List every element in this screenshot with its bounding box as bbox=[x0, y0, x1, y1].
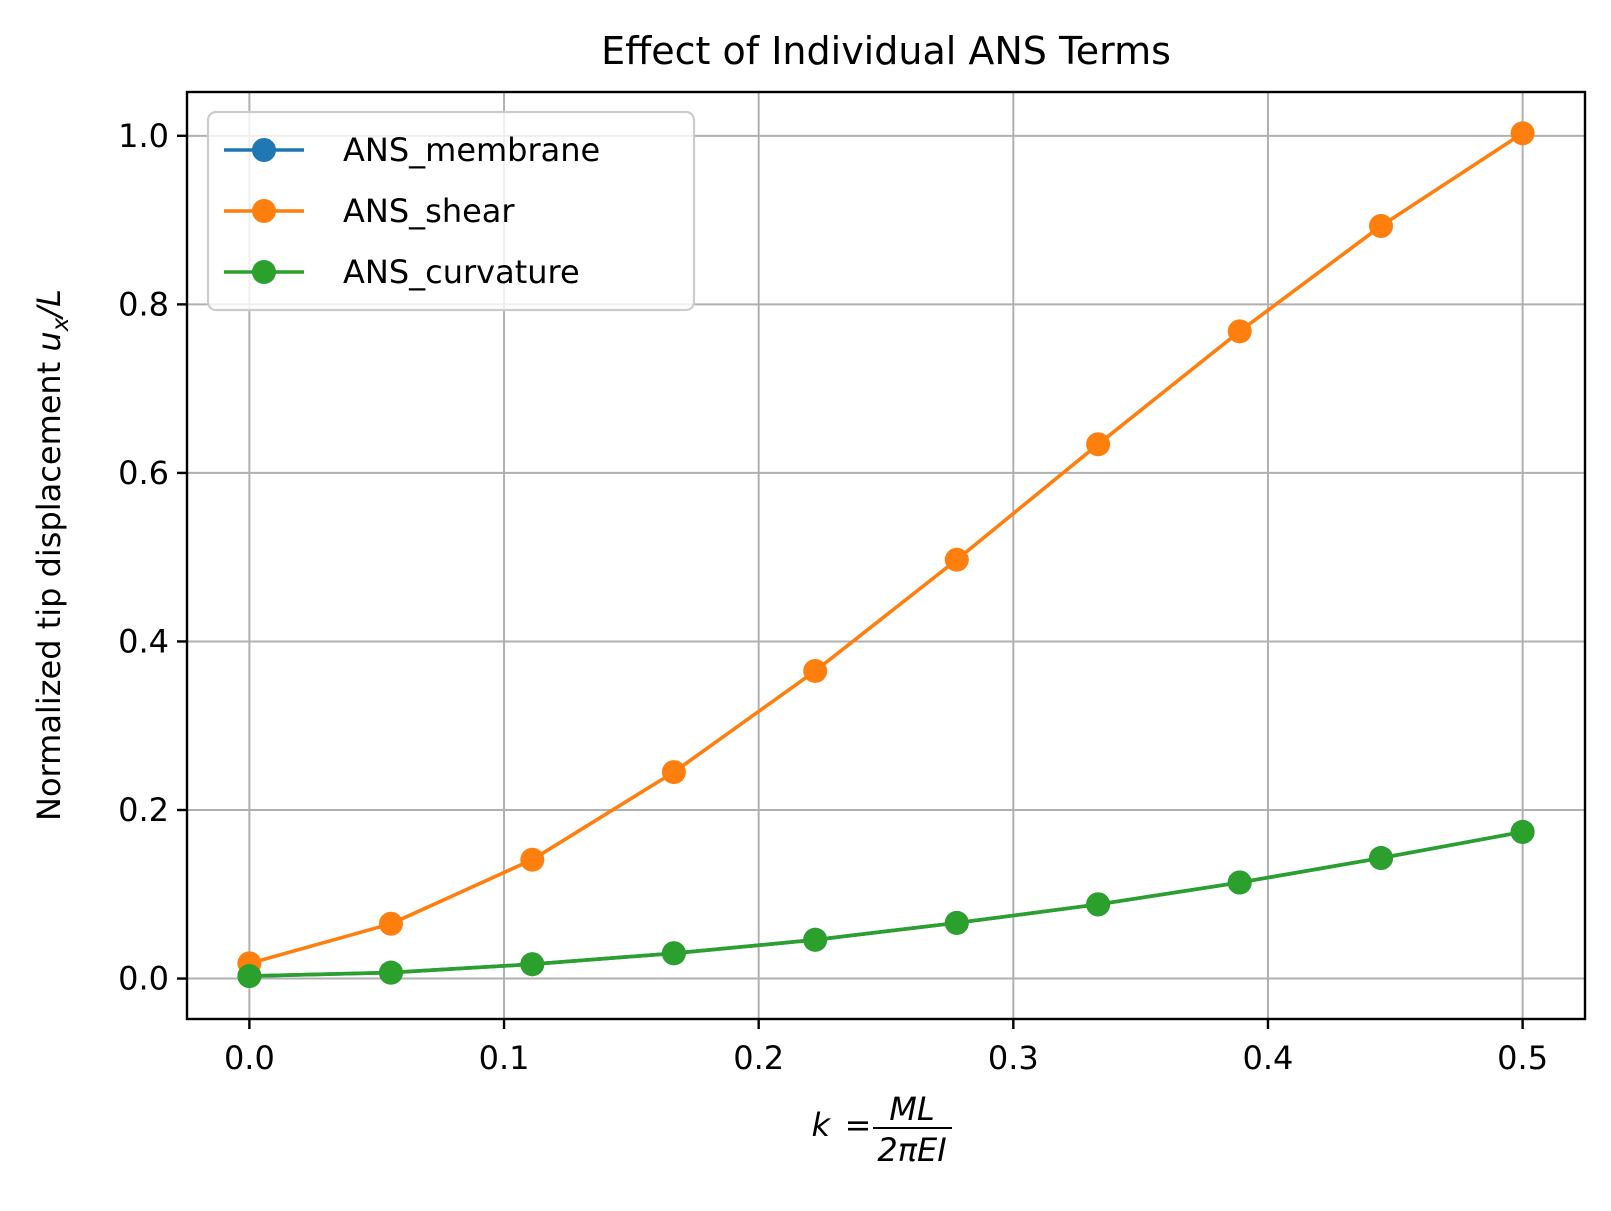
data-point bbox=[1510, 819, 1535, 844]
legend-marker bbox=[252, 138, 276, 162]
legend-marker bbox=[252, 199, 276, 223]
data-point bbox=[661, 941, 686, 966]
svg-text:=: = bbox=[845, 1106, 872, 1144]
data-point bbox=[1227, 319, 1252, 344]
x-tick-label: 0.5 bbox=[1497, 1039, 1548, 1077]
chart-title: Effect of Individual ANS Terms bbox=[601, 29, 1171, 73]
y-tick-label: 0.2 bbox=[118, 791, 169, 829]
svg-text:k: k bbox=[811, 1106, 831, 1144]
y-axis-label: Normalized tip displacement ux/L bbox=[30, 289, 74, 821]
series-line bbox=[249, 830, 1523, 978]
svg-text:ML: ML bbox=[889, 1090, 934, 1128]
plot-frame bbox=[185, 90, 1587, 1021]
grid bbox=[187, 92, 1585, 1019]
ticks: 0.0 0.1 0.2 0.3 0.4 0.5 0.0 0.2 0.4 0.6 0.8 1.0 bbox=[118, 117, 1548, 1077]
x-tick-label: 0.2 bbox=[733, 1039, 784, 1077]
data-point bbox=[1369, 213, 1394, 238]
legend-label: ANS_shear bbox=[343, 192, 515, 230]
data-point bbox=[661, 760, 686, 785]
legend-label: ANS_curvature bbox=[343, 253, 580, 291]
data-point bbox=[520, 952, 545, 977]
x-tick-label: 0.0 bbox=[224, 1039, 275, 1077]
y-tick-label: 0.0 bbox=[118, 960, 169, 998]
y-tick-label: 0.8 bbox=[118, 285, 169, 323]
data-point bbox=[1086, 892, 1111, 917]
data-point bbox=[944, 910, 969, 935]
data-point bbox=[378, 911, 403, 936]
legend-entry: ANS_membrane bbox=[224, 131, 600, 169]
data-point bbox=[1369, 846, 1394, 871]
data-point bbox=[803, 658, 828, 683]
series-ANS_shear bbox=[237, 121, 1535, 976]
data-point bbox=[1086, 432, 1111, 457]
y-tick-label: 1.0 bbox=[118, 117, 169, 155]
x-tick-label: 0.3 bbox=[988, 1039, 1039, 1077]
data-point bbox=[237, 964, 262, 989]
legend-entry: ANS_curvature bbox=[224, 253, 580, 291]
x-axis-label: k = ML 2πEI bbox=[811, 1090, 952, 1169]
svg-text:Normalized tip displacement ux: Normalized tip displacement ux/L bbox=[30, 289, 74, 821]
data-point bbox=[1227, 870, 1252, 895]
data-point bbox=[1510, 121, 1535, 146]
x-tick-label: 0.4 bbox=[1243, 1039, 1294, 1077]
legend-entry: ANS_shear bbox=[224, 192, 515, 230]
series-layer bbox=[237, 121, 1535, 989]
series-ANS_curvature bbox=[237, 819, 1535, 989]
data-point bbox=[803, 927, 828, 952]
x-tick-label: 0.1 bbox=[479, 1039, 530, 1077]
data-point bbox=[520, 847, 545, 872]
data-point bbox=[378, 960, 403, 985]
y-tick-label: 0.6 bbox=[118, 454, 169, 492]
legend-marker bbox=[252, 260, 276, 284]
y-tick-label: 0.4 bbox=[118, 622, 169, 660]
svg-text:2πEI: 2πEI bbox=[877, 1131, 946, 1169]
legend: ANS_membrane ANS_shear ANS_curvature bbox=[206, 110, 696, 312]
data-point bbox=[944, 547, 969, 572]
series-line bbox=[248, 131, 1524, 966]
legend-label: ANS_membrane bbox=[343, 131, 600, 169]
